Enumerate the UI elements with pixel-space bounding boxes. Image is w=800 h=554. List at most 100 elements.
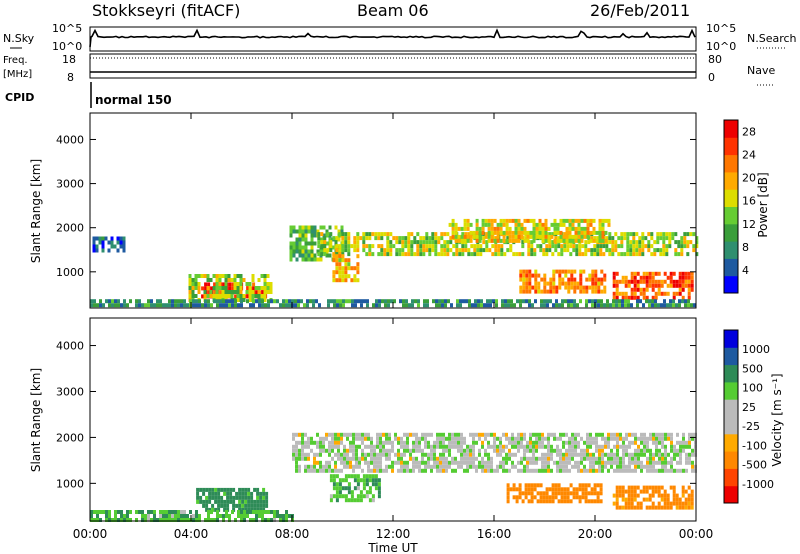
heatmap-cell xyxy=(436,460,439,465)
heatmap-cell xyxy=(309,299,312,304)
heatmap-cell xyxy=(612,303,615,308)
colorbar-tick-label: 1000 xyxy=(742,343,770,356)
heatmap-cell xyxy=(525,285,529,290)
heatmap-cell xyxy=(554,483,558,488)
heatmap-cell xyxy=(397,460,400,465)
heatmap-cell xyxy=(421,452,424,457)
heatmap-cell xyxy=(664,468,667,473)
heatmap-cell xyxy=(536,491,540,496)
heatmap-cell xyxy=(615,291,619,296)
heatmap-cell xyxy=(686,232,690,237)
heatmap-cell xyxy=(347,232,351,237)
heatmap-cell xyxy=(608,232,612,237)
heatmap-cell xyxy=(265,499,269,504)
heatmap-cell xyxy=(535,436,538,441)
heatmap-cell xyxy=(567,289,571,294)
heatmap-cell xyxy=(214,507,218,512)
heatmap-cell xyxy=(362,478,366,483)
heatmap-cell xyxy=(362,236,366,241)
heatmap-cell xyxy=(457,444,460,449)
heatmap-cell xyxy=(651,501,655,506)
heatmap-cell xyxy=(261,303,264,308)
heatmap-cell xyxy=(653,240,657,245)
heatmap-cell xyxy=(261,510,264,514)
heatmap-cell xyxy=(520,468,523,473)
heatmap-cell xyxy=(605,236,609,241)
heatmap-cell xyxy=(218,294,222,298)
heatmap-cell xyxy=(565,230,569,235)
heatmap-cell xyxy=(515,487,519,492)
heatmap-cell xyxy=(329,240,333,245)
heatmap-cell xyxy=(626,236,630,241)
heatmap-cell xyxy=(604,452,607,457)
heatmap-cell xyxy=(555,289,559,294)
heatmap-cell xyxy=(204,518,207,522)
heatmap-cell xyxy=(496,226,500,231)
heatmap-cell xyxy=(526,460,529,465)
colorbar-segment xyxy=(724,433,738,452)
heatmap-cell xyxy=(415,460,418,465)
heatmap-cell xyxy=(253,503,257,508)
heatmap-cell xyxy=(683,236,687,241)
heatmap-cell xyxy=(230,290,234,294)
heatmap-cell xyxy=(632,248,636,253)
heatmap-cell xyxy=(347,248,351,253)
heatmap-cell xyxy=(304,432,307,437)
heatmap-cell xyxy=(597,303,600,308)
heatmap-cell xyxy=(532,230,536,235)
heatmap-cell xyxy=(475,432,478,437)
heatmap-cell xyxy=(413,252,417,257)
heatmap-cell xyxy=(583,226,587,231)
heatmap-cell xyxy=(210,510,213,514)
heatmap-cell xyxy=(544,234,548,239)
heatmap-cell xyxy=(619,436,622,441)
heatmap-cell xyxy=(646,444,649,449)
heatmap-cell xyxy=(567,277,571,282)
heatmap-cell xyxy=(621,291,625,296)
heatmap-cell xyxy=(266,286,270,290)
colorbar-segment xyxy=(724,171,738,190)
heatmap-cell xyxy=(340,456,343,461)
heatmap-cell xyxy=(530,252,534,257)
heatmap-cell xyxy=(688,460,691,465)
heatmap-cell xyxy=(668,240,672,245)
heatmap-cell xyxy=(499,444,502,449)
heatmap-cell xyxy=(556,230,560,235)
heatmap-cell xyxy=(249,518,252,522)
heatmap-cell xyxy=(325,253,329,258)
heatmap-cell xyxy=(649,456,652,461)
heatmap-cell xyxy=(628,432,631,437)
heatmap-cell xyxy=(571,222,575,227)
heatmap-cell xyxy=(645,279,649,284)
heatmap-cell xyxy=(673,452,676,457)
heatmap-cell xyxy=(515,499,519,504)
heatmap-cell xyxy=(239,294,243,298)
heatmap-cell xyxy=(331,468,334,473)
freq-unit: [MHz] xyxy=(3,69,32,80)
heatmap-cell xyxy=(150,303,153,308)
heatmap-cell xyxy=(445,468,448,473)
heatmap-cell xyxy=(677,244,681,249)
heatmap-cell xyxy=(635,240,639,245)
heatmap-cell xyxy=(240,518,243,522)
heatmap-cell xyxy=(335,270,339,275)
heatmap-cell xyxy=(650,232,654,237)
heatmap-cell xyxy=(586,468,589,473)
heatmap-cell xyxy=(508,456,511,461)
heatmap-cell xyxy=(250,503,254,508)
heatmap-cell xyxy=(347,482,351,487)
heatmap-cell xyxy=(559,432,562,437)
heatmap-cell xyxy=(220,487,224,492)
heatmap-cell xyxy=(624,497,628,502)
heatmap-cell xyxy=(570,269,574,274)
heatmap-cell xyxy=(599,252,603,257)
heatmap-cell xyxy=(640,452,643,457)
heatmap-cell xyxy=(577,234,581,239)
heatmap-cell xyxy=(690,287,694,292)
heatmap-cell xyxy=(608,236,612,241)
heatmap-cell xyxy=(663,501,667,506)
heatmap-cell xyxy=(237,303,240,308)
heatmap-cell xyxy=(285,299,288,304)
heatmap-cell xyxy=(294,303,297,308)
heatmap-cell xyxy=(356,244,360,249)
